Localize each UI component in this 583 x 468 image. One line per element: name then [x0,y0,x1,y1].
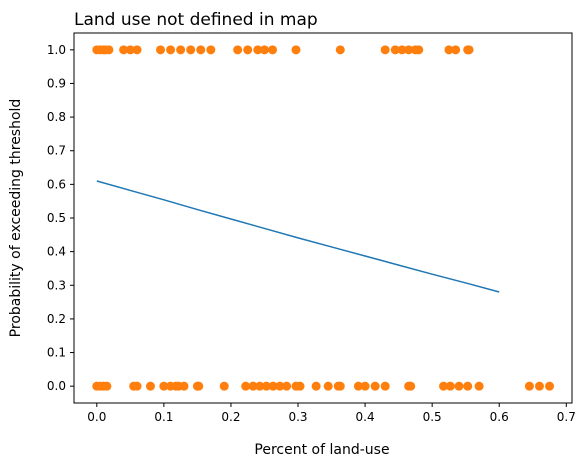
data-point [219,381,229,391]
data-point [454,381,464,391]
y-tick-label: 0.3 [47,278,66,292]
data-point [463,381,473,391]
data-point [268,45,278,55]
data-point [176,45,186,55]
y-tick-label: 0.5 [47,211,66,225]
data-point [132,381,142,391]
plot-frame [73,32,573,404]
data-point [370,381,380,391]
data-point [451,45,461,55]
data-point [248,381,258,391]
data-point [295,381,305,391]
data-point [125,45,135,55]
y-tick-label: 0.2 [47,312,66,326]
x-axis-title: Percent of land-use [254,442,389,458]
y-tick-label: 0.6 [47,177,66,191]
x-tick-label: 0.4 [356,410,375,424]
y-tick-label: 0.9 [47,76,66,90]
x-tick-label: 0.6 [490,410,509,424]
data-point [524,381,534,391]
data-point [291,45,301,55]
data-point [132,45,142,55]
x-tick-label: 0.0 [87,410,106,424]
data-point [380,45,390,55]
y-axis-title: Probability of exceeding threshold [8,99,24,338]
y-tick-label: 1.0 [47,43,66,57]
data-point [156,45,166,55]
y-tick-label: 0.0 [47,379,66,393]
data-point [390,45,400,55]
data-point [445,381,455,391]
data-point [353,381,363,391]
data-point [268,381,278,391]
data-point [534,381,544,391]
data-point [474,381,484,391]
data-point [194,381,204,391]
data-point [335,381,345,391]
data-point [259,45,269,55]
data-point [255,381,265,391]
data-point [196,45,206,55]
data-point [104,45,114,55]
data-point [406,381,416,391]
data-point [186,45,196,55]
series-line [96,180,500,293]
data-point [360,381,370,391]
data-point [102,381,112,391]
x-tick-label: 0.5 [423,410,442,424]
data-point [241,381,251,391]
data-point [145,381,155,391]
x-tick-label: 0.3 [288,410,307,424]
data-point [282,381,292,391]
data-point [464,45,474,55]
plot-area: 0.0 0.1 0.2 0.3 0.4 0.5 0.6 0.7 0.0 0.1 0.2 0.3 0.4 0… [47,32,576,424]
data-point [166,45,176,55]
data-point [159,381,169,391]
data-point [335,45,345,55]
x-tick-label: 0.1 [154,410,173,424]
data-point [397,45,407,55]
y-tick-label: 0.1 [47,346,66,360]
y-tick-label: 0.7 [47,144,66,158]
data-point [404,45,414,55]
x-tick-label: 0.7 [557,410,576,424]
data-point [243,45,253,55]
chart-title: Land use not defined in map [74,10,318,30]
data-point [439,381,449,391]
data-point [545,381,555,391]
x-tick-label: 0.2 [221,410,240,424]
data-point [414,45,424,55]
data-point [119,45,129,55]
y-tick-label: 0.8 [47,110,66,124]
data-point [233,45,243,55]
data-point [261,381,271,391]
y-tick-label: 0.4 [47,245,66,259]
data-point [179,381,189,391]
data-point [206,45,216,55]
data-point [323,381,333,391]
data-point [275,381,285,391]
data-point [311,381,321,391]
data-point [380,381,390,391]
data-point [444,45,454,55]
data-point [253,45,263,55]
